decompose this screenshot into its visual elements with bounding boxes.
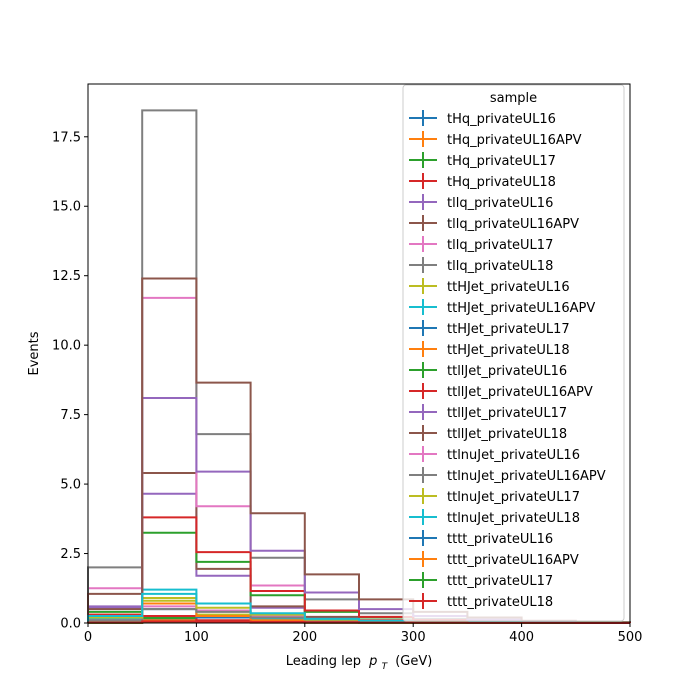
legend-entry: tllq_privateUL16	[409, 194, 553, 211]
legend-entries: tHq_privateUL16 tHq_privateUL16APV tHq_pri…	[409, 110, 606, 610]
legend-label: tllq_privateUL16APV	[447, 217, 579, 232]
legend-entry: ttllJet_privateUL16	[409, 362, 567, 379]
legend-entry: tHq_privateUL17	[409, 152, 556, 169]
legend-label: tHq_privateUL17	[447, 154, 556, 169]
legend-label: ttlnuJet_privateUL16APV	[447, 469, 606, 484]
legend-entry: ttHJet_privateUL18	[409, 341, 570, 358]
x-tick-label: 400	[509, 630, 534, 645]
legend-label: tttt_privateUL16APV	[447, 553, 579, 568]
y-tick-label: 5.0	[60, 478, 81, 493]
x-axis-label: Leading lep p T (GeV)	[286, 654, 433, 673]
x-axis-label-subscript: T	[382, 662, 389, 672]
legend-label: ttlnuJet_privateUL17	[447, 490, 580, 505]
legend-label: ttHJet_privateUL17	[447, 322, 570, 337]
legend-entry: ttHJet_privateUL17	[409, 320, 570, 337]
legend-label: ttHJet_privateUL16APV	[447, 301, 595, 316]
legend-label: tttt_privateUL17	[447, 574, 553, 589]
legend-entry: tllq_privateUL17	[409, 236, 553, 253]
y-tick-label: 7.5	[60, 408, 81, 423]
legend-label: tttt_privateUL16	[447, 532, 553, 547]
legend-entry: ttllJet_privateUL18	[409, 425, 567, 442]
legend-label: tllq_privateUL17	[447, 238, 553, 253]
legend-label: ttHJet_privateUL18	[447, 343, 570, 358]
legend-box	[402, 84, 625, 622]
y-tick-label: 2.5	[60, 547, 81, 562]
x-axis-label-main: Leading lep	[286, 654, 361, 669]
y-tick-label: 12.5	[52, 269, 81, 284]
y-tick-label: 0.0	[60, 617, 81, 632]
legend-entry: ttlnuJet_privateUL18	[409, 509, 580, 526]
legend-label: ttllJet_privateUL18	[447, 427, 567, 442]
y-tick-label: 10.0	[52, 339, 81, 354]
x-axis: 0 100 200 300 400 500	[84, 623, 643, 645]
legend: sample tHq_privateUL16 tHq_privateUL16APV…	[402, 84, 625, 622]
x-tick-label: 500	[618, 630, 643, 645]
legend-entry: tttt_privateUL17	[409, 572, 553, 589]
legend-title: sample	[490, 91, 537, 106]
legend-label: ttlnuJet_privateUL16	[447, 448, 580, 463]
legend-entry: ttlnuJet_privateUL17	[409, 488, 580, 505]
legend-entry: ttllJet_privateUL17	[409, 404, 567, 421]
y-axis-label: Events	[27, 331, 42, 375]
legend-entry: tHq_privateUL16	[409, 110, 556, 127]
legend-entry: tllq_privateUL18	[409, 257, 553, 274]
legend-entry: tHq_privateUL16APV	[409, 131, 582, 148]
plot-frame	[87, 83, 631, 624]
y-axis: 0.0 2.5 5.0 7.5 10.0 12.5 15.0 17.5	[52, 130, 88, 632]
legend-label: ttllJet_privateUL16	[447, 364, 567, 379]
legend-entry: ttHJet_privateUL16APV	[409, 299, 595, 316]
legend-entry: tllq_privateUL16APV	[409, 215, 579, 232]
legend-entry: ttllJet_privateUL16APV	[409, 383, 593, 400]
x-axis-label-p: p	[368, 654, 377, 669]
x-tick-label: 100	[184, 630, 209, 645]
legend-entry: ttlnuJet_privateUL16APV	[409, 467, 606, 484]
legend-label: tttt_privateUL18	[447, 595, 553, 610]
legend-entry: tttt_privateUL16APV	[409, 551, 579, 568]
legend-label: tllq_privateUL18	[447, 259, 553, 274]
legend-entry: tttt_privateUL18	[409, 593, 553, 610]
legend-label: ttHJet_privateUL16	[447, 280, 570, 295]
legend-label: tllq_privateUL16	[447, 196, 553, 211]
x-axis-label-unit: (GeV)	[395, 654, 432, 669]
legend-label: ttllJet_privateUL17	[447, 406, 567, 421]
legend-entry: tHq_privateUL18	[409, 173, 556, 190]
legend-entry: ttHJet_privateUL16	[409, 278, 570, 295]
legend-label: ttlnuJet_privateUL18	[447, 511, 580, 526]
y-tick-label: 15.0	[52, 200, 81, 215]
x-tick-label: 300	[401, 630, 426, 645]
legend-label: tHq_privateUL16APV	[447, 133, 582, 148]
legend-entry: ttlnuJet_privateUL16	[409, 446, 580, 463]
x-tick-label: 200	[292, 630, 317, 645]
legend-label: tHq_privateUL18	[447, 175, 556, 190]
x-tick-label: 0	[84, 630, 92, 645]
legend-label: ttllJet_privateUL16APV	[447, 385, 593, 400]
y-tick-label: 17.5	[52, 130, 81, 145]
legend-entry: tttt_privateUL16	[409, 530, 553, 547]
legend-label: tHq_privateUL16	[447, 112, 556, 127]
